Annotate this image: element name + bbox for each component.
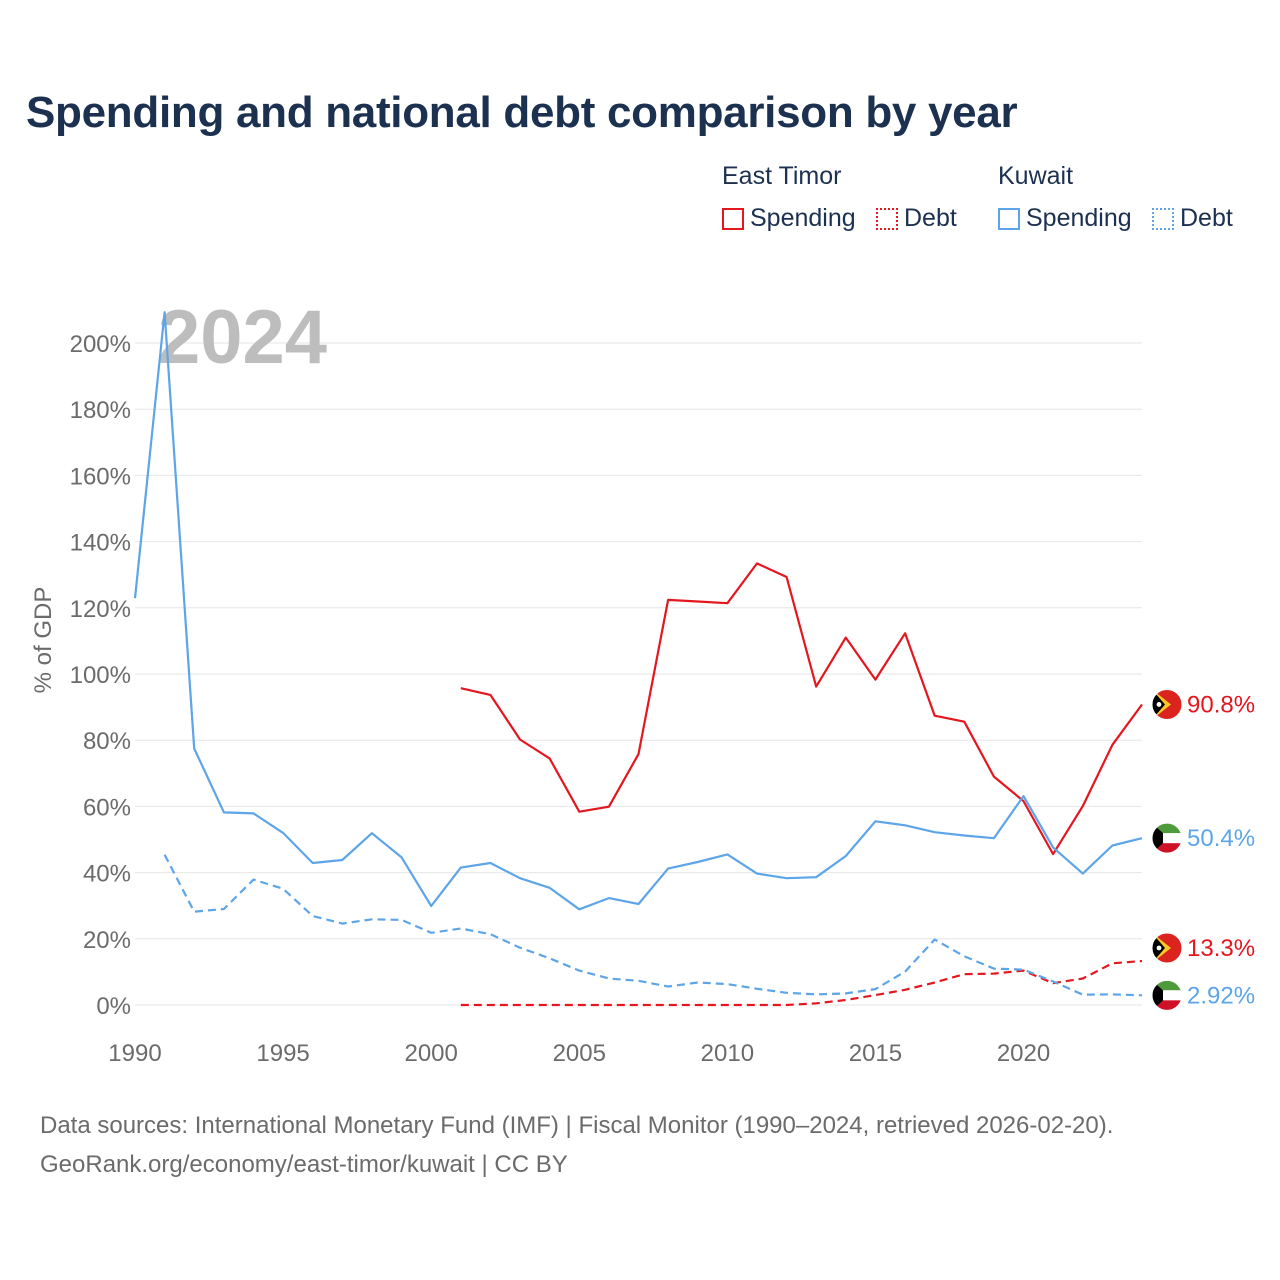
solid-swatch-icon bbox=[998, 207, 1020, 230]
legend-item-kuwait-debt[interactable]: Debt bbox=[1152, 204, 1233, 233]
flag-black-trapezoid bbox=[1152, 823, 1163, 854]
y-tick-label: 40% bbox=[83, 861, 131, 888]
flag-green-band bbox=[1152, 823, 1182, 834]
y-tick-label: 140% bbox=[70, 530, 131, 557]
legend-group-east-timor: East Timor bbox=[722, 162, 842, 190]
flag-body bbox=[1152, 980, 1182, 1011]
flag-white-band bbox=[1152, 990, 1182, 1001]
flag-outline bbox=[1151, 979, 1183, 1011]
chart-title: Spending and national debt comparison by… bbox=[26, 88, 1018, 137]
x-tick-label: 2000 bbox=[404, 1040, 457, 1067]
y-tick-label: 60% bbox=[83, 794, 131, 821]
flag-outline bbox=[1151, 932, 1183, 964]
kuwait-flag-icon bbox=[1151, 822, 1183, 854]
legend-item-east-timor-spending[interactable]: Spending bbox=[722, 204, 856, 233]
legend-label: Debt bbox=[904, 204, 957, 232]
east-timor-flag-icon bbox=[1151, 688, 1183, 720]
x-tick-label: 2020 bbox=[997, 1040, 1050, 1067]
series-line-kuwait-debt bbox=[163, 854, 1143, 997]
end-value-label: 13.3% bbox=[1187, 935, 1255, 962]
legend-item-east-timor-debt[interactable]: Debt bbox=[876, 204, 957, 233]
flag-red-band bbox=[1152, 843, 1182, 854]
legend-label: Spending bbox=[1026, 204, 1132, 232]
flag-body bbox=[1152, 932, 1182, 963]
flag-red-band bbox=[1152, 1000, 1182, 1011]
flag-black-trapezoid bbox=[1152, 980, 1163, 1011]
dotted-swatch-icon bbox=[1152, 207, 1174, 230]
x-tick-label: 1990 bbox=[108, 1040, 161, 1067]
y-tick-label: 20% bbox=[83, 927, 131, 954]
series-line-east-timor-spending bbox=[460, 562, 1143, 856]
flag-star bbox=[1156, 702, 1162, 707]
legend-item-kuwait-spending[interactable]: Spending bbox=[998, 204, 1132, 233]
line-chart: 0% 20% 40% 60% 80% 100% 120% 140% 160% 180% 200% 19… bbox=[30, 295, 1255, 1067]
y-tick-label: 200% bbox=[70, 331, 131, 358]
flag-outline bbox=[1151, 688, 1183, 720]
data-source-note: Data sources: International Monetary Fun… bbox=[40, 1112, 1114, 1139]
attribution-link[interactable]: GeoRank.org/economy/east-timor/kuwait | … bbox=[40, 1151, 568, 1178]
y-tick-label: 0% bbox=[96, 993, 131, 1020]
flag-green-band bbox=[1152, 980, 1182, 991]
series-line-east-timor-debt bbox=[460, 959, 1143, 1007]
end-value-label: 50.4% bbox=[1187, 825, 1255, 852]
east-timor-flag-icon bbox=[1151, 932, 1183, 964]
y-axis-title: % of GDP bbox=[30, 587, 57, 694]
flag-white-band bbox=[1152, 833, 1182, 844]
flag-outline bbox=[1151, 822, 1183, 854]
legend-group-kuwait: Kuwait bbox=[998, 162, 1074, 190]
legend-label: Debt bbox=[1180, 204, 1233, 232]
flag-star bbox=[1156, 945, 1162, 951]
year-watermark: 2024 bbox=[158, 295, 327, 380]
y-tick-label: 100% bbox=[70, 662, 131, 689]
x-tick-label: 2010 bbox=[701, 1040, 754, 1067]
x-tick-label: 2015 bbox=[849, 1040, 902, 1067]
end-value-label: 90.8% bbox=[1187, 691, 1255, 718]
x-tick-label: 1995 bbox=[256, 1040, 309, 1067]
legend-label: Spending bbox=[750, 204, 856, 232]
flag-body bbox=[1152, 823, 1182, 854]
y-tick-label: 180% bbox=[70, 397, 131, 424]
x-tick-label: 2005 bbox=[553, 1040, 606, 1067]
flag-body bbox=[1152, 689, 1182, 720]
end-value-label: 2.92% bbox=[1187, 982, 1255, 1009]
kuwait-flag-icon bbox=[1151, 979, 1183, 1011]
footer: Data sources: International Monetary Fun… bbox=[40, 1106, 1113, 1184]
dotted-swatch-icon bbox=[876, 207, 898, 230]
y-tick-label: 120% bbox=[70, 596, 131, 623]
y-tick-label: 160% bbox=[70, 463, 131, 490]
solid-swatch-icon bbox=[722, 207, 744, 230]
y-tick-label: 80% bbox=[83, 728, 131, 755]
series-line-kuwait-spending bbox=[133, 311, 1143, 911]
